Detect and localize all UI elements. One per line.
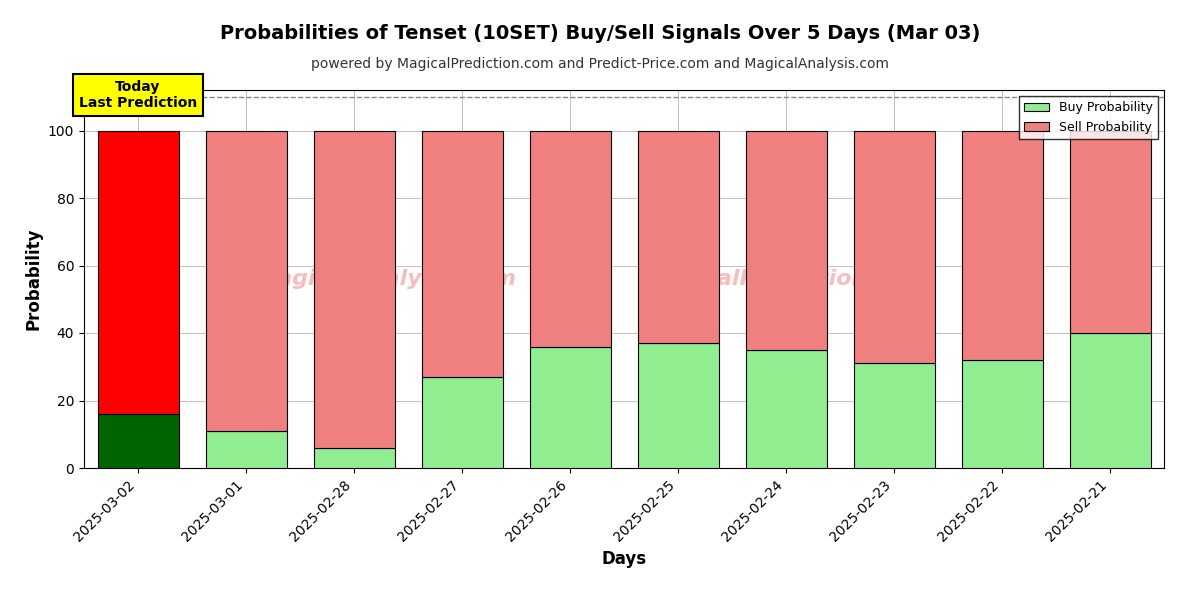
Bar [529, 347, 611, 468]
Bar [637, 130, 719, 343]
Bar [961, 130, 1043, 360]
X-axis label: Days: Days [601, 550, 647, 568]
Bar [853, 130, 935, 364]
Text: Probabilities of Tenset (10SET) Buy/Sell Signals Over 5 Days (Mar 03): Probabilities of Tenset (10SET) Buy/Sell… [220, 24, 980, 43]
Y-axis label: Probability: Probability [24, 228, 42, 330]
Bar [421, 377, 503, 468]
Bar [313, 130, 395, 448]
Bar [313, 448, 395, 468]
Bar [637, 343, 719, 468]
Bar [205, 431, 287, 468]
Bar [1069, 333, 1151, 468]
Text: powered by MagicalPrediction.com and Predict-Price.com and MagicalAnalysis.com: powered by MagicalPrediction.com and Pre… [311, 57, 889, 71]
Bar [205, 130, 287, 431]
Bar [421, 130, 503, 377]
Bar [853, 364, 935, 468]
Text: MagicalAnalysis.com: MagicalAnalysis.com [256, 269, 517, 289]
Bar [961, 360, 1043, 468]
Text: MagicalPrediction.com: MagicalPrediction.com [643, 269, 929, 289]
Text: Today
Last Prediction: Today Last Prediction [79, 80, 197, 110]
Bar [97, 130, 179, 414]
Bar [745, 130, 827, 350]
Legend: Buy Probability, Sell Probability: Buy Probability, Sell Probability [1019, 96, 1158, 139]
Bar [1069, 130, 1151, 333]
Bar [97, 414, 179, 468]
Bar [529, 130, 611, 347]
Bar [745, 350, 827, 468]
